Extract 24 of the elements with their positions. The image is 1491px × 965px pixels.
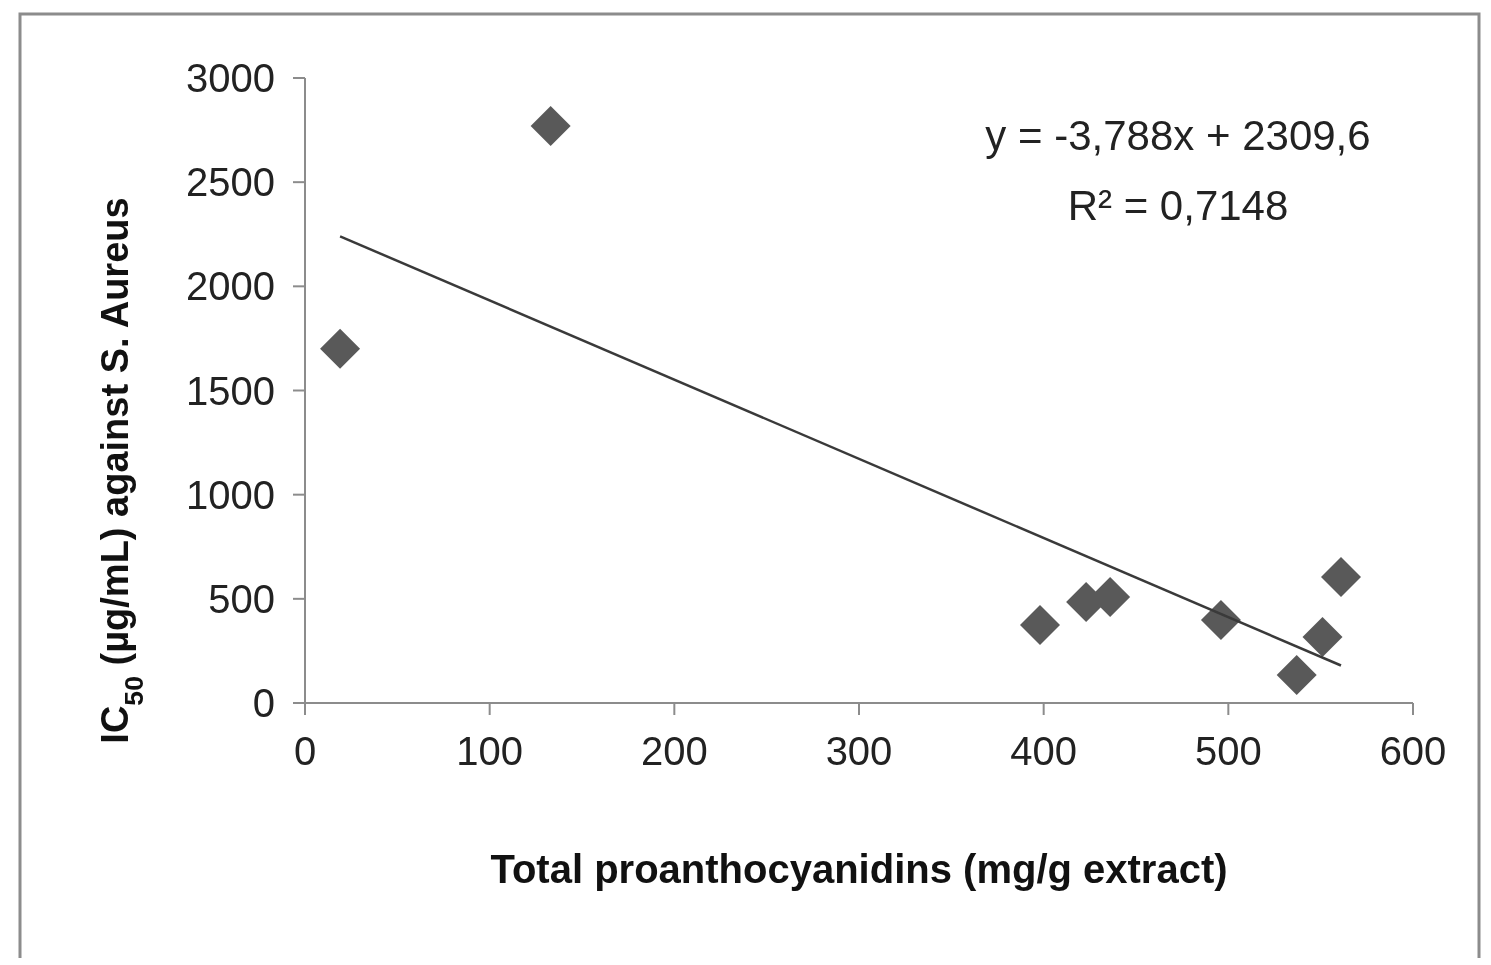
annotation: R² = 0,7148 — [1067, 182, 1289, 229]
y-tick-label: 1000 — [186, 472, 275, 517]
x-tick-label: 600 — [1379, 729, 1447, 773]
point — [1320, 556, 1361, 597]
y-tick-label: 0 — [252, 681, 275, 725]
x-axis-title: Total proanthocyanidins (mg/g extract) — [490, 847, 1228, 891]
point — [1019, 605, 1060, 646]
y-tick-label: 2500 — [186, 160, 275, 205]
y-tick-label: 500 — [208, 576, 275, 621]
x-tick-label: 500 — [1194, 729, 1262, 773]
x-tick-label: 0 — [293, 729, 317, 773]
y-tick-label: 1500 — [186, 368, 275, 413]
x-tick-label: 300 — [825, 729, 893, 773]
y-tick-label: 2000 — [186, 264, 275, 309]
x-tick-label: 400 — [1010, 729, 1078, 773]
point — [1302, 616, 1343, 657]
point — [530, 105, 571, 146]
point — [1276, 655, 1317, 696]
point — [1200, 600, 1241, 641]
x-tick-label: 100 — [456, 729, 524, 773]
y-tick-label: 3000 — [186, 56, 275, 100]
annotation: y = -3,788x + 2309,6 — [985, 112, 1371, 159]
x-tick-label: 200 — [640, 729, 708, 773]
point — [320, 328, 361, 369]
